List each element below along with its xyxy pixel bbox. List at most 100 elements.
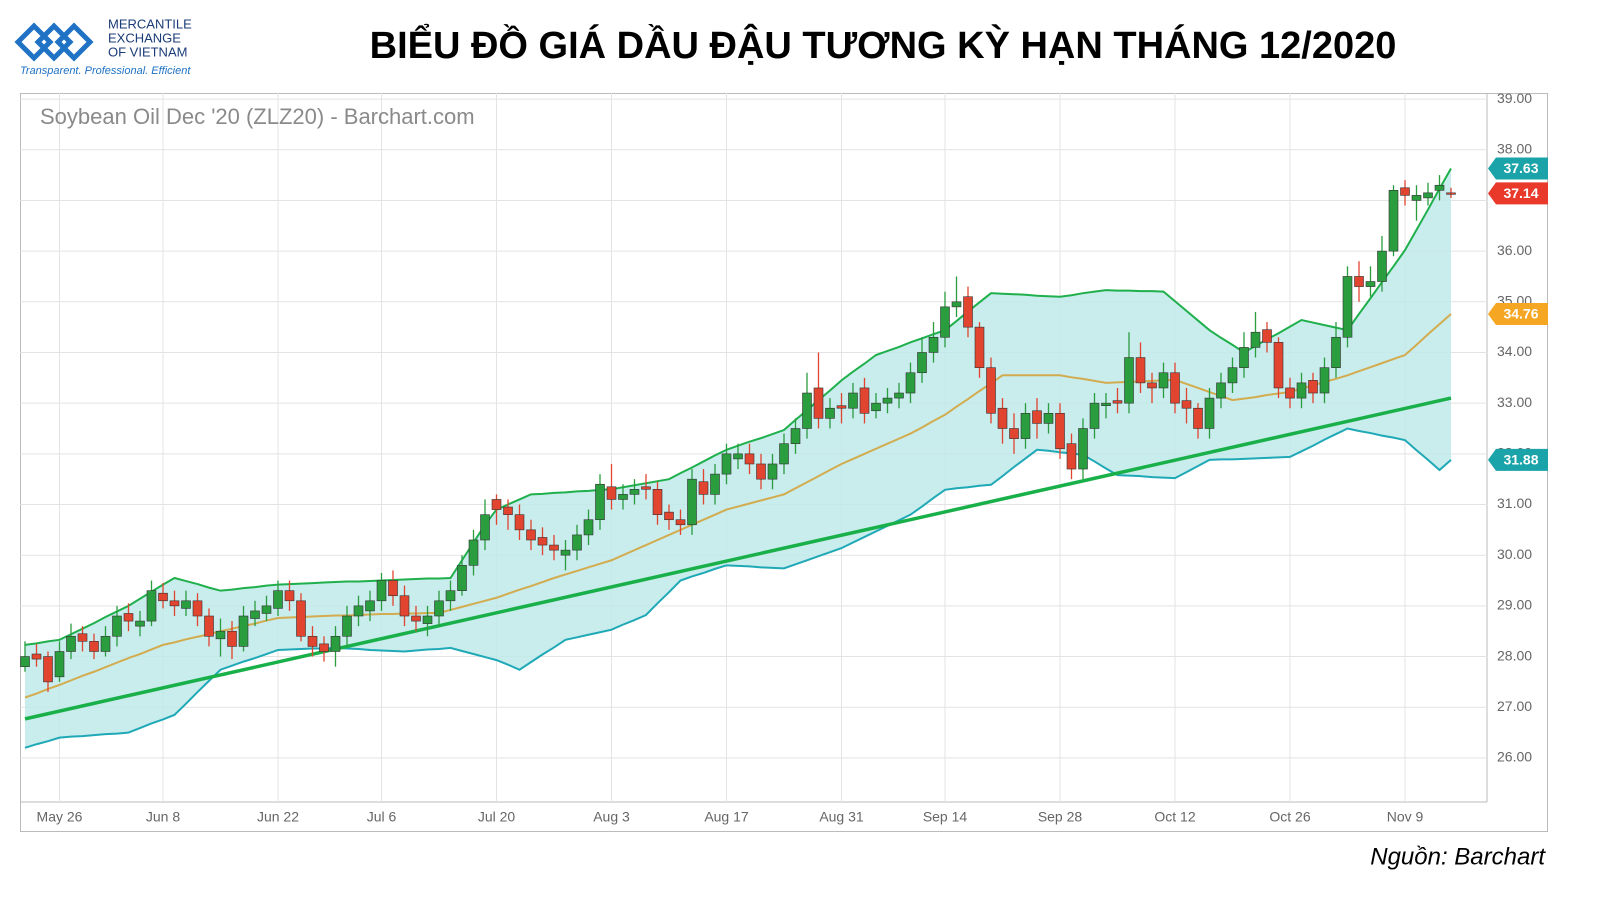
candle-body [756, 463, 766, 480]
candle-body [1377, 250, 1387, 282]
candle-body [422, 615, 433, 624]
candle-body [66, 635, 76, 652]
candle-body [963, 296, 973, 328]
candle-body [1216, 382, 1226, 399]
candle-body [284, 590, 295, 602]
candle-body [1089, 402, 1100, 429]
candle-body [848, 392, 858, 409]
candle-body [836, 405, 847, 409]
candle-body [1124, 357, 1134, 404]
candle-body [1239, 347, 1249, 368]
candle-body [767, 463, 778, 480]
candle-body [790, 428, 801, 444]
x-tick-label: Oct 26 [1269, 809, 1310, 825]
logo-tagline: Transparent. Professional. Efficient [20, 65, 191, 77]
candle-body [411, 615, 421, 622]
y-tick-label: 29.00 [1497, 597, 1532, 613]
candle-body [1204, 397, 1215, 429]
price-badge-label: 31.88 [1503, 452, 1538, 468]
candle-body [468, 539, 479, 566]
x-tick-label: Sep 28 [1038, 809, 1083, 825]
candle-body [1227, 367, 1238, 384]
candle-body [928, 336, 939, 353]
candle-body [951, 301, 962, 308]
candle-body [974, 326, 985, 368]
logo-text: OF VIETNAM [108, 44, 187, 59]
x-tick-label: Aug 17 [704, 809, 749, 825]
candle-body [192, 600, 203, 617]
y-tick-label: 28.00 [1497, 647, 1532, 663]
candle-body [894, 392, 904, 399]
candle-body [641, 486, 651, 490]
candle-body [1147, 382, 1157, 389]
x-tick-label: Jul 20 [478, 809, 516, 825]
candle-body [1308, 380, 1318, 394]
candle-body [986, 367, 996, 414]
price-badge [1488, 448, 1548, 471]
candle-body [606, 486, 617, 500]
x-tick-label: Aug 3 [593, 809, 630, 825]
candle-body [1158, 372, 1169, 389]
candle-body [721, 453, 732, 475]
candle-body [1342, 276, 1353, 338]
candle-body [595, 483, 605, 521]
x-tick-label: Jun 8 [146, 809, 180, 825]
candle-body [135, 620, 145, 627]
candle-body [1411, 195, 1422, 201]
candle-body [917, 352, 927, 374]
candle-body [1365, 281, 1376, 287]
candle-body [399, 595, 410, 617]
candle-body [296, 600, 306, 637]
candle-body [480, 514, 490, 541]
candle-body [560, 549, 571, 556]
candle-body [1009, 428, 1019, 439]
candle-body [491, 499, 502, 510]
y-tick-label: 34.00 [1497, 343, 1532, 359]
logo-shape [34, 22, 74, 62]
candle-body [859, 387, 870, 414]
price-badge-label: 34.76 [1503, 306, 1538, 322]
y-tick-label: 31.00 [1497, 495, 1532, 511]
band-line [24, 313, 1452, 699]
candle-body [181, 600, 191, 609]
candle-body [549, 544, 559, 551]
candle-body [871, 402, 881, 412]
candle-body [526, 529, 536, 541]
candle-body [158, 592, 168, 602]
candle-body [1273, 342, 1284, 389]
candle-body [215, 630, 226, 640]
candle-body [1032, 410, 1042, 424]
candle-body [1181, 400, 1192, 409]
logo-shape [14, 22, 54, 62]
chart-title: Soybean Oil Dec '20 (ZLZ20) - Barchart.c… [40, 104, 475, 129]
candle-body [1250, 331, 1261, 348]
candle-body [238, 615, 249, 647]
candle-body [89, 641, 99, 652]
trendline [24, 396, 1452, 721]
candle-body [1388, 190, 1399, 252]
candle-body [779, 443, 789, 465]
candle-body [54, 651, 65, 678]
candle-body [273, 590, 283, 609]
band-line [24, 427, 1452, 749]
candle-body [342, 615, 352, 637]
candle-body [227, 630, 237, 647]
logo-text: EXCHANGE [108, 30, 181, 45]
candle-body [445, 590, 456, 602]
candle-body [664, 511, 674, 521]
candle-body [43, 656, 53, 683]
candle-body [330, 635, 341, 652]
candle-body [825, 407, 835, 419]
candle-body [250, 610, 260, 619]
candle-body [1170, 372, 1180, 404]
candle-body [882, 397, 893, 404]
candle-body [710, 473, 720, 495]
page-title: BIỂU ĐỒ GIÁ DẦU ĐẬU TƯƠNG KỲ HẠN THÁNG 1… [370, 22, 1397, 67]
y-tick-label: 38.00 [1497, 140, 1532, 156]
candle-body [204, 615, 214, 637]
candle-body [1135, 357, 1146, 384]
candle-body [813, 387, 824, 419]
logo-shape [54, 22, 94, 62]
